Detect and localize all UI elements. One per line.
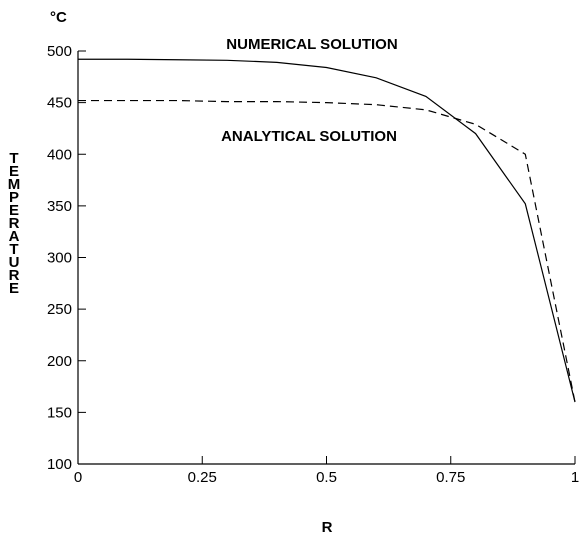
y-tick-label: 300	[47, 250, 72, 267]
data-line	[78, 58, 576, 403]
annotation: NUMERICAL SOLUTION	[226, 36, 397, 53]
x-tick-label: 1	[571, 469, 579, 486]
unit-label: °C	[50, 9, 67, 26]
y-tick-label: 100	[47, 456, 72, 473]
y-tick-label: 350	[47, 198, 72, 215]
x-axis-label: R	[322, 519, 333, 536]
y-tick-label: 400	[47, 146, 72, 163]
y-tick-label: 500	[47, 43, 72, 60]
data-line	[78, 99, 576, 403]
y-tick-label: 250	[47, 301, 72, 318]
y-tick-label: 450	[47, 95, 72, 112]
annotation: ANALYTICAL SOLUTION	[221, 128, 397, 145]
y-axis-label: TEMPERATURE	[6, 150, 23, 293]
x-tick-label: 0	[74, 469, 82, 486]
x-tick-label: 0.75	[436, 469, 465, 486]
y-tick-label: 200	[47, 353, 72, 370]
y-tick-label: 150	[47, 404, 72, 421]
x-tick-label: 0.5	[316, 469, 337, 486]
x-tick-label: 0.25	[188, 469, 217, 486]
